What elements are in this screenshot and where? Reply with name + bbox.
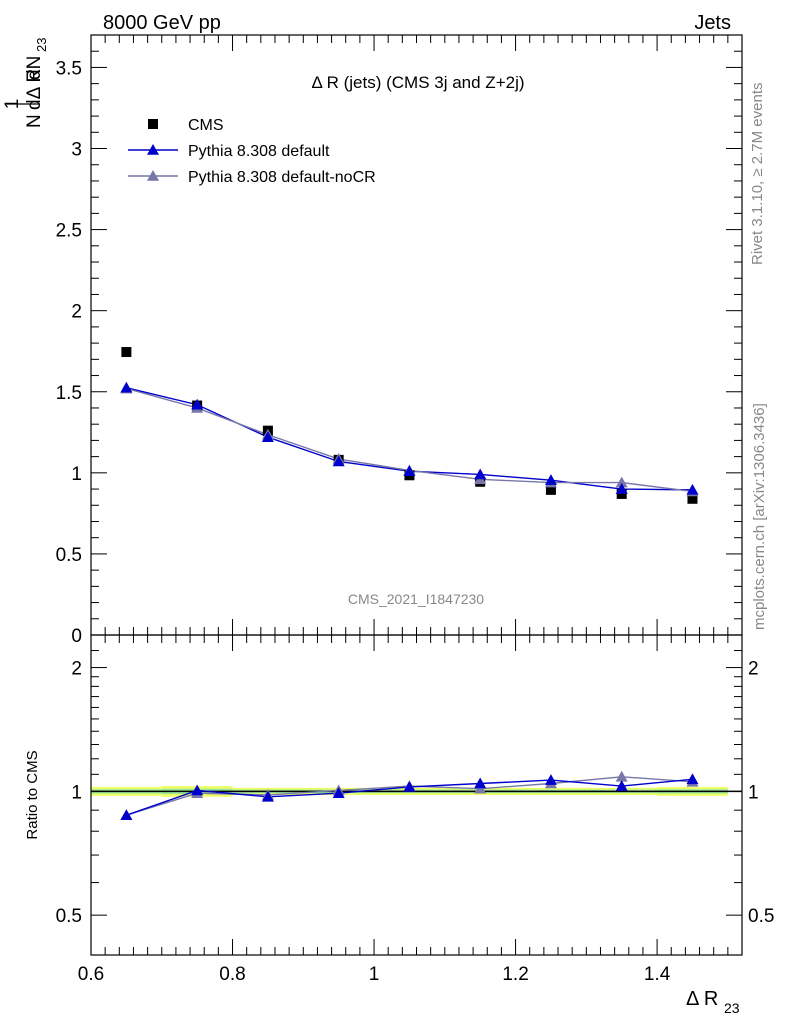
y-tick-label: 2.5 — [56, 221, 82, 242]
main-ylabel: 1 dN N dΔ R 23 — [2, 38, 49, 128]
cms-point — [545, 484, 556, 495]
svg-text:dΔ R: dΔ R — [24, 69, 45, 110]
y-tick-label: 0 — [71, 626, 82, 647]
pythia-default-point — [191, 398, 204, 410]
svg-text:23: 23 — [34, 38, 49, 52]
ratio-ylabel: Ratio to CMS — [24, 750, 41, 839]
legend: CMS Pythia 8.308 default Pythia 8.308 defa… — [128, 117, 376, 186]
y-tick-label: 1.5 — [56, 383, 82, 404]
y-tick-label: 2 — [71, 302, 82, 323]
ratio-panel: 0.6 0.8 1 1.2 1.4 0.5 0.5 1 1 2 2 — [56, 634, 774, 985]
ratio-y-tick-label-right: 0.5 — [748, 906, 774, 927]
svg-text:dN: dN — [24, 56, 45, 80]
pythia-default-point — [615, 483, 628, 494]
legend-marker-triangle — [147, 144, 159, 155]
analysis-id: CMS_2021_I1847230 — [348, 591, 484, 607]
cms-point — [121, 347, 132, 358]
ratio-y-tick-label-right: 1 — [748, 782, 759, 803]
y-tick-label: 3 — [71, 140, 82, 161]
chart-title: Δ R (jets) (CMS 3j and Z+2j) — [311, 73, 524, 92]
ratio-pythia-default-point — [120, 809, 133, 821]
rivet-label: Rivet 3.1.10, ≥ 2.7M events — [749, 83, 766, 266]
legend-marker-cms — [148, 119, 158, 129]
ratio-pythia-nocr-point — [615, 770, 628, 782]
legend-label: Pythia 8.308 default — [188, 143, 330, 160]
pythia-default-point — [120, 381, 133, 393]
x-tick-label: 1.4 — [644, 964, 671, 985]
legend-marker-triangle — [147, 170, 159, 181]
ratio-pythia-default-point — [686, 773, 699, 785]
x-tick-label: 1.2 — [502, 964, 528, 985]
pythia-default-point — [686, 483, 699, 495]
pythia-default-point — [261, 431, 274, 442]
ratio-y-tick-label: 1 — [71, 782, 82, 803]
ratio-pythia-default-point — [615, 780, 628, 791]
x-tick-label: 1 — [369, 964, 380, 985]
mcplots-label: mcplots.cern.ch [arXiv:1306.3436] — [751, 403, 768, 630]
y-tick-label: 3.5 — [56, 58, 82, 79]
ratio-pythia-default-point — [403, 780, 416, 792]
pythia-default-point — [474, 468, 487, 480]
x-tick-label: 0.6 — [78, 964, 104, 985]
x-axis-label: Δ R 23 — [686, 988, 740, 1016]
ratio-pythia-default-point — [474, 777, 487, 789]
main-panel: 0 0.5 1 1.5 2 2.5 3 3.5 — [56, 34, 743, 651]
legend-label: Pythia 8.308 default-noCR — [188, 169, 376, 186]
x-tick-label: 0.8 — [219, 964, 245, 985]
ratio-y-tick-label-right: 2 — [748, 659, 759, 680]
cms-point — [687, 493, 698, 504]
pythia-default-point — [544, 474, 557, 485]
ratio-pythia-default-point — [191, 784, 204, 796]
process-label: Jets — [694, 12, 731, 34]
svg-text:23: 23 — [724, 1000, 740, 1016]
ratio-pythia-default-point — [544, 774, 557, 785]
svg-text:Δ R: Δ R — [686, 988, 718, 1010]
ratio-y-tick-label: 2 — [71, 659, 82, 680]
energy-label: 8000 GeV pp — [103, 12, 221, 34]
cms-point — [616, 488, 627, 499]
pythia-nocr-point — [615, 476, 628, 488]
ratio-pythia-default-point — [332, 787, 345, 798]
legend-label: CMS — [188, 117, 224, 134]
pythia-default-point — [403, 465, 416, 477]
ratio-pythia-default-point — [261, 790, 274, 802]
y-tick-label: 1 — [71, 464, 82, 485]
y-tick-label: 0.5 — [56, 545, 82, 566]
svg-text:N: N — [24, 114, 45, 128]
pythia-default-point — [332, 455, 345, 467]
ratio-y-tick-label: 0.5 — [56, 906, 82, 927]
